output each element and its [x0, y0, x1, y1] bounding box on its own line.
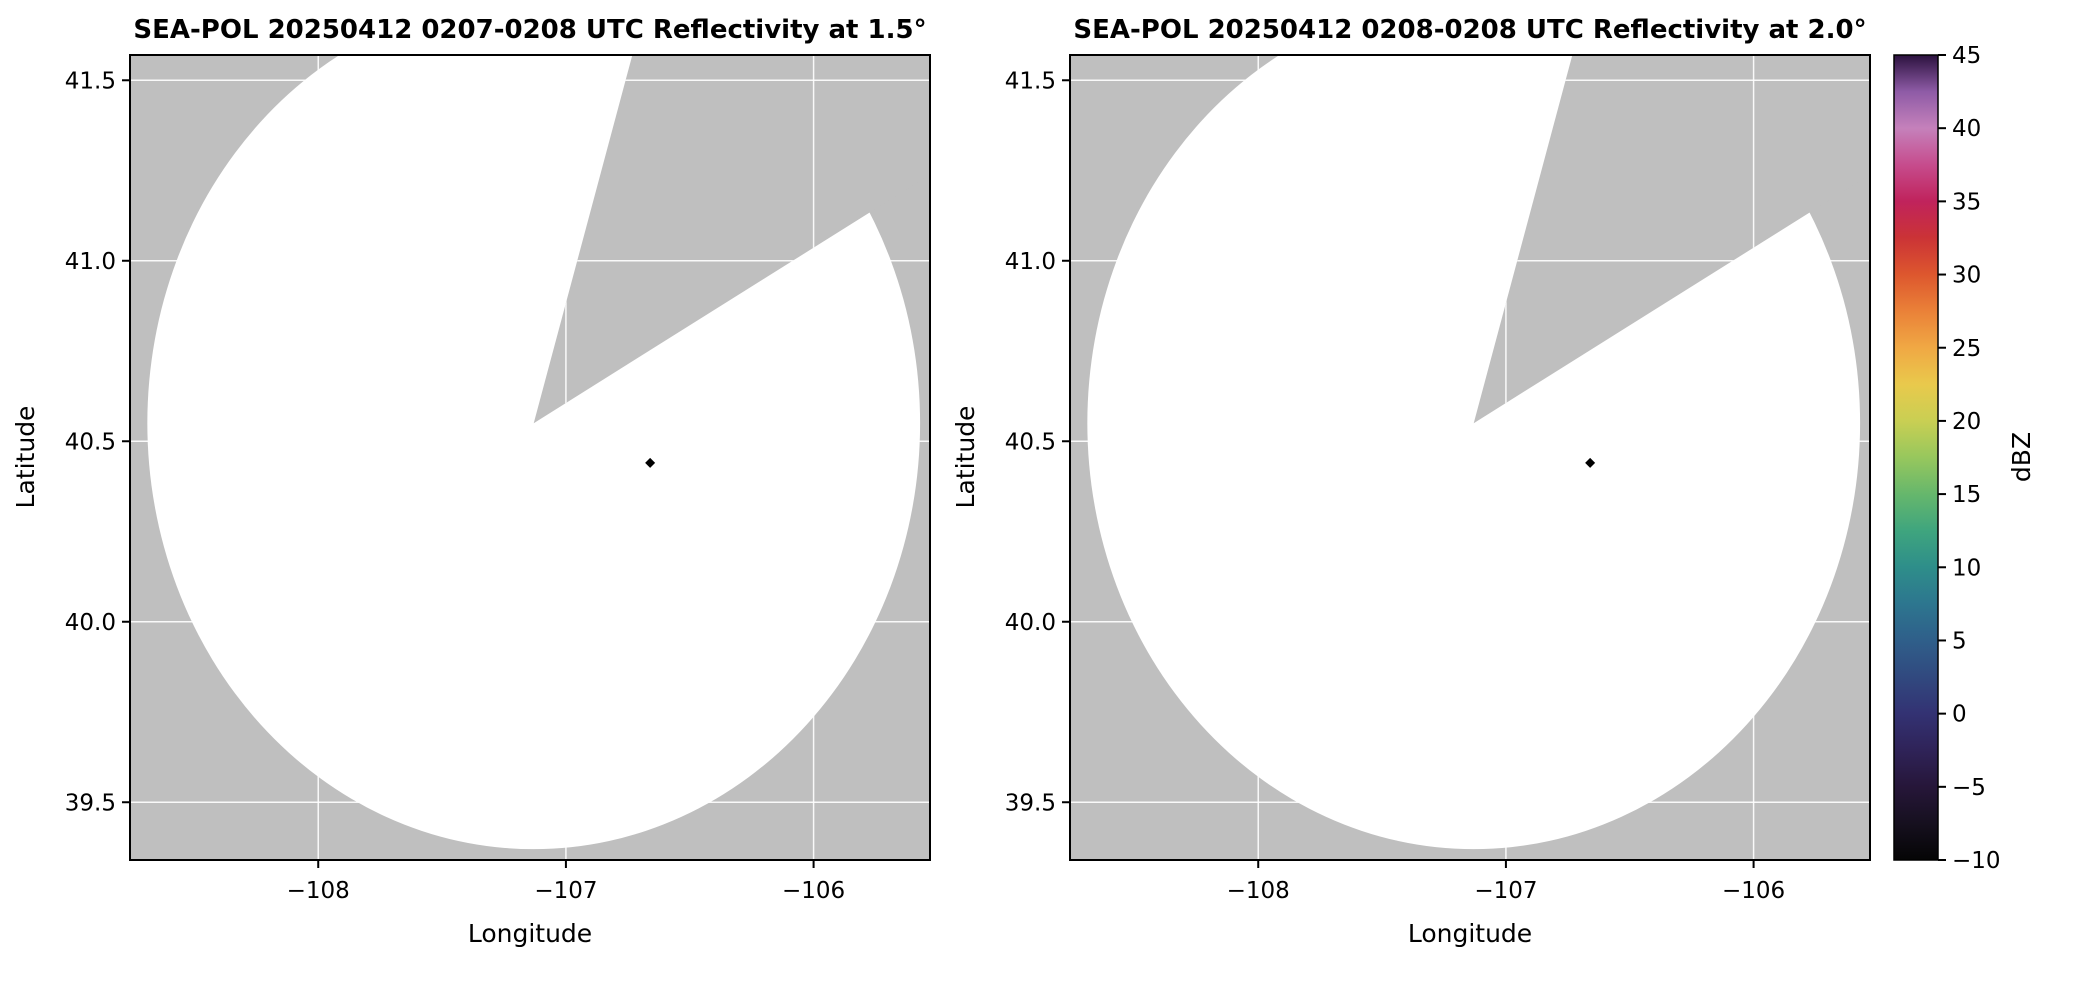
x-tick-label: −106: [782, 878, 845, 904]
plot-region: −108 −107 −106 39.5 40.0 40.5 41.0 41.5: [1005, 54, 1871, 904]
y-tick-label: 40.5: [65, 429, 116, 455]
x-tick-label: −108: [287, 878, 350, 904]
axes-frame: [1069, 54, 1871, 861]
x-tick-label: −106: [1722, 878, 1785, 904]
colorbar-tick-label: 40: [1952, 116, 1981, 142]
x-axis-label: Longitude: [1408, 919, 1532, 948]
x-tick-label: −107: [1474, 878, 1537, 904]
colorbar-tick-label: 35: [1952, 189, 1981, 215]
missing-sector-wedge: [1473, 55, 1870, 424]
colorbar-tick-label: 5: [1952, 629, 1967, 655]
x-tick-label: −108: [1227, 878, 1290, 904]
panel-title: SEA-POL 20250412 0208-0208 UTC Reflectiv…: [1073, 15, 1866, 45]
colorbar-tick-label: 25: [1952, 336, 1981, 362]
echo-point: [645, 457, 656, 468]
colorbar-tick-label: 0: [1952, 702, 1967, 728]
radar-panel-left: SEA-POL 20250412 0207-0208 UTC Reflectiv…: [11, 15, 931, 948]
colorbar: −10 −5 0 5 10 15 20 25 30 35 40 45 dBZ: [1893, 43, 2036, 874]
y-tick-label: 40.0: [1005, 610, 1056, 636]
y-axis-label: Latitude: [951, 406, 980, 509]
colorbar-tick-label: 20: [1952, 409, 1981, 435]
radar-panel-right: SEA-POL 20250412 0208-0208 UTC Reflectiv…: [951, 15, 1871, 948]
colorbar-tick-label: 30: [1952, 263, 1981, 289]
colorbar-tick-label: −5: [1952, 775, 1986, 801]
x-axis-label: Longitude: [468, 919, 592, 948]
x-tick-label: −107: [534, 878, 597, 904]
y-tick-label: 40.5: [1005, 429, 1056, 455]
colorbar-tick-label: 45: [1952, 43, 1981, 69]
y-tick-label: 39.5: [65, 790, 116, 816]
colorbar-label: dBZ: [2007, 432, 2036, 482]
colorbar-tick-label: 15: [1952, 482, 1981, 508]
y-tick-label: 41.5: [1005, 68, 1056, 94]
panel-title: SEA-POL 20250412 0207-0208 UTC Reflectiv…: [133, 15, 926, 45]
colorbar-region: −10 −5 0 5 10 15 20 25 30 35 40 45: [1893, 43, 2001, 874]
y-tick-label: 41.0: [65, 249, 116, 275]
y-tick-label: 41.5: [65, 68, 116, 94]
colorbar-tick-label: 10: [1952, 555, 1981, 581]
y-tick-label: 39.5: [1005, 790, 1056, 816]
y-tick-label: 40.0: [65, 610, 116, 636]
y-tick-label: 41.0: [1005, 249, 1056, 275]
y-axis-label: Latitude: [11, 406, 40, 509]
missing-sector-wedge: [533, 55, 930, 424]
plot-region: −108 −107 −106 39.5 40.0 40.5 41.0 41.5: [65, 54, 931, 904]
colorbar-tick-label: −10: [1952, 848, 2001, 874]
axes-frame: [129, 54, 931, 861]
echo-point: [1585, 457, 1596, 468]
colorbar-gradient-bar: [1893, 54, 1939, 861]
